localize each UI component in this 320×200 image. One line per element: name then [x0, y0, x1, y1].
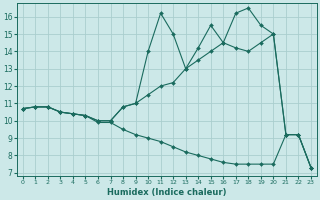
- X-axis label: Humidex (Indice chaleur): Humidex (Indice chaleur): [107, 188, 227, 197]
